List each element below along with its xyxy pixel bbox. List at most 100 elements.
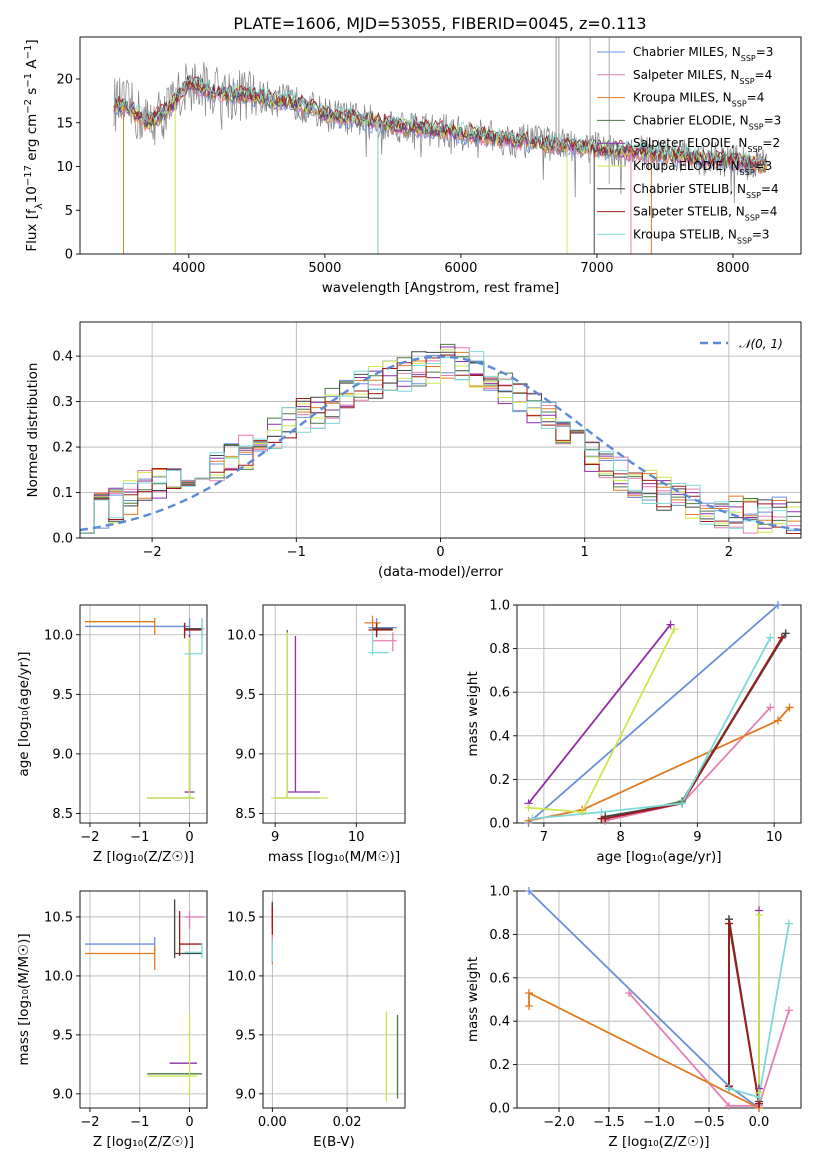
plot-area <box>263 891 405 1108</box>
panel-weight-vs-age: 7 8 9 10 0.0 0.2 0.4 0.6 0.8 1.0 age [log₁₀(age/yr… <box>465 599 802 865</box>
weight-line <box>528 628 676 814</box>
weight-marker <box>725 1084 733 1093</box>
x-axis-label: wavelength [Angstrom, rest frame] <box>322 280 560 296</box>
weight-line <box>628 992 790 1107</box>
y-tick-label: 0.1 <box>52 486 73 501</box>
legend-label: Kroupa STELIB, NSSP=3 <box>633 227 770 245</box>
weight-marker <box>785 703 794 712</box>
y-tick-label: 9.0 <box>52 1087 73 1102</box>
x-tick-label: −2.0 <box>543 1115 575 1130</box>
y-tick-label: 0.2 <box>489 773 510 788</box>
legend-label: Chabrier MILES, NSSP=3 <box>633 45 773 63</box>
x-tick-label: −1 <box>130 1115 149 1130</box>
y-tick-label: 0.6 <box>489 971 510 986</box>
y-tick-label: 0.2 <box>489 1058 510 1073</box>
y-tick-label: 0.8 <box>489 928 510 943</box>
panel-age-vs-Z: −2 −1 0 8.5 9.0 9.5 10.0 Z [log₁₀(Z/Z☉)] age [lo… <box>16 604 208 865</box>
weight-marker <box>725 919 733 928</box>
errorbar-point <box>84 618 156 635</box>
weight-marker <box>773 716 782 725</box>
x-tick-label: 0 <box>185 830 193 845</box>
x-tick-label: 7000 <box>580 261 613 276</box>
y-tick-label: 9.5 <box>52 688 73 703</box>
x-tick-label: 8 <box>616 830 624 845</box>
weight-marker <box>766 633 775 642</box>
y-tick-label: 10.0 <box>227 969 256 984</box>
y-tick-label: 9.5 <box>235 1028 256 1043</box>
errorbar-point <box>372 632 397 652</box>
weight-marker <box>785 919 793 928</box>
plot-area <box>517 605 801 823</box>
y-tick-label: 8.5 <box>235 807 256 822</box>
errorbar-point <box>372 622 393 635</box>
x-axis-label: (data-model)/error <box>378 564 504 580</box>
weight-line <box>728 923 760 1104</box>
y-tick-label: 0.8 <box>489 642 510 657</box>
errorbar-point <box>184 942 203 959</box>
weight-marker <box>524 803 533 812</box>
x-tick-label: 2 <box>725 545 733 560</box>
weight-marker <box>766 703 775 712</box>
panel-mass-vs-ebv: 0.00 0.02 9.0 9.5 10.0 10.5 E(B-V) <box>227 890 406 1150</box>
axes-frame <box>79 36 802 255</box>
weight-marker <box>601 814 610 823</box>
errorbar-point <box>364 615 381 631</box>
errorbar-point <box>184 618 203 655</box>
x-tick-label: 0 <box>185 1115 193 1130</box>
legend-label: Chabrier STELIB, NSSP=4 <box>633 182 779 200</box>
weight-marker <box>528 814 537 823</box>
plot-area <box>80 322 801 538</box>
plot-area <box>80 891 207 1108</box>
panel-residuals: −2 −1 0 1 2 0.0 0.1 0.2 0.3 0.4 (data-model)/error… <box>25 321 802 580</box>
errorbar-point <box>173 899 203 959</box>
weight-marker <box>678 799 687 808</box>
y-tick-label: 1.0 <box>489 885 510 900</box>
normal-curve <box>80 355 801 532</box>
x-tick-label: −1 <box>287 545 306 560</box>
y-tick-label: 5 <box>65 204 73 219</box>
y-tick-label: 0.0 <box>489 1102 510 1117</box>
x-tick-label: −1.5 <box>593 1115 625 1130</box>
weight-line <box>527 605 779 823</box>
residual-histogram <box>80 351 801 534</box>
weight-line <box>532 637 772 820</box>
x-tick-label: −2 <box>143 545 162 560</box>
legend: Chabrier MILES, NSSP=3 Salpeter MILES, NS… <box>597 45 781 245</box>
y-axis-label: Normed distribution <box>25 363 41 498</box>
x-tick-label: 1 <box>581 545 589 560</box>
errorbar-point <box>183 622 203 635</box>
model-spectrum-line <box>113 73 768 166</box>
axes-frame <box>79 890 208 1109</box>
y-tick-label: 0.4 <box>52 350 73 365</box>
errorbar-point <box>287 635 320 793</box>
x-tick-label: 7 <box>540 830 548 845</box>
weight-marker <box>773 601 782 609</box>
axes-frame <box>516 604 802 824</box>
y-tick-label: 0.3 <box>52 395 73 410</box>
x-tick-label: 0.02 <box>333 1115 362 1130</box>
y-tick-label: 10.0 <box>44 628 73 643</box>
errorbar-point <box>183 622 203 639</box>
legend-label: Kroupa MILES, NSSP=4 <box>633 91 764 109</box>
x-tick-label: 4000 <box>172 261 205 276</box>
legend-label: Salpeter MILES, NSSP=4 <box>633 68 772 86</box>
weight-marker <box>755 1093 763 1102</box>
weight-marker <box>578 808 587 817</box>
weight-marker <box>525 1002 533 1011</box>
x-tick-label: 0.00 <box>258 1115 287 1130</box>
x-tick-label: 9 <box>693 830 701 845</box>
y-tick-label: 0.0 <box>52 532 73 547</box>
weight-line <box>601 637 783 820</box>
errorbar-point <box>275 630 320 799</box>
plot-area <box>80 605 207 823</box>
y-tick-label: 1.0 <box>489 599 510 614</box>
weight-line <box>605 706 771 822</box>
y-tick-label: 9.5 <box>235 688 256 703</box>
weight-marker <box>785 1006 793 1015</box>
y-axis-label: Flux [fλ10−17 erg cm−2 s−1 A−1] <box>23 39 45 251</box>
y-tick-label: 15 <box>56 116 73 131</box>
weight-marker <box>781 629 790 638</box>
errorbar-point <box>147 634 195 799</box>
x-tick-label: −2 <box>80 1115 99 1130</box>
